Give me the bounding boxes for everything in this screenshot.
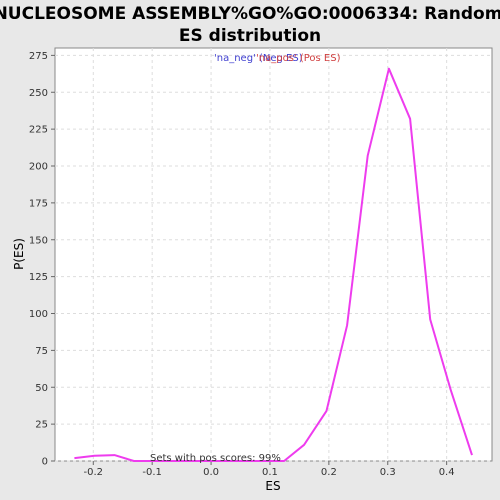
y-tick-label: 275	[29, 51, 48, 62]
x-tick-label: -0.1	[142, 467, 162, 478]
y-tick-label: 0	[42, 457, 48, 468]
y-tick-label: 75	[35, 346, 48, 357]
x-tick-label: 0.3	[380, 467, 396, 478]
x-tick-label: -0.2	[84, 467, 104, 478]
y-tick-label: 150	[29, 235, 48, 246]
es-distribution-line	[74, 67, 473, 462]
y-tick-label: 25	[35, 420, 48, 431]
pos-scores-annotation: Sets with pos scores: 99%	[150, 453, 281, 464]
x-tick-label: 0.1	[262, 467, 278, 478]
legend-neg-es: 'na_neg' (Neg ES)	[214, 53, 303, 64]
chart-title-line2: ES distribution	[179, 26, 321, 46]
grid-lines	[55, 48, 492, 462]
legend-pos-es: 'na_pos' (Pos ES)	[256, 53, 341, 64]
x-tick-label: 0.4	[439, 467, 455, 478]
y-tick-label: 225	[29, 125, 48, 136]
x-axis-label: ES	[265, 479, 280, 493]
y-tick-label: 250	[29, 88, 48, 99]
y-tick-label: 200	[29, 162, 48, 173]
y-axis-label: P(ES)	[12, 238, 26, 270]
x-tick-label: 0.0	[203, 467, 219, 478]
plot-area	[54, 47, 493, 462]
axes: -0.2 -0.1 0.0 0.1 0.2 0.3 0.4 0 25 50 75 100 125 150 1…	[29, 51, 455, 478]
series-layer	[74, 67, 473, 462]
y-tick-label: 50	[35, 383, 48, 394]
chart-title-line1: NUCLEOSOME ASSEMBLY%GO%GO:0006334: Rando…	[0, 4, 500, 24]
y-tick-label: 100	[29, 309, 48, 320]
y-tick-label: 125	[29, 272, 48, 283]
x-tick-label: 0.2	[321, 467, 337, 478]
y-tick-label: 175	[29, 198, 48, 209]
